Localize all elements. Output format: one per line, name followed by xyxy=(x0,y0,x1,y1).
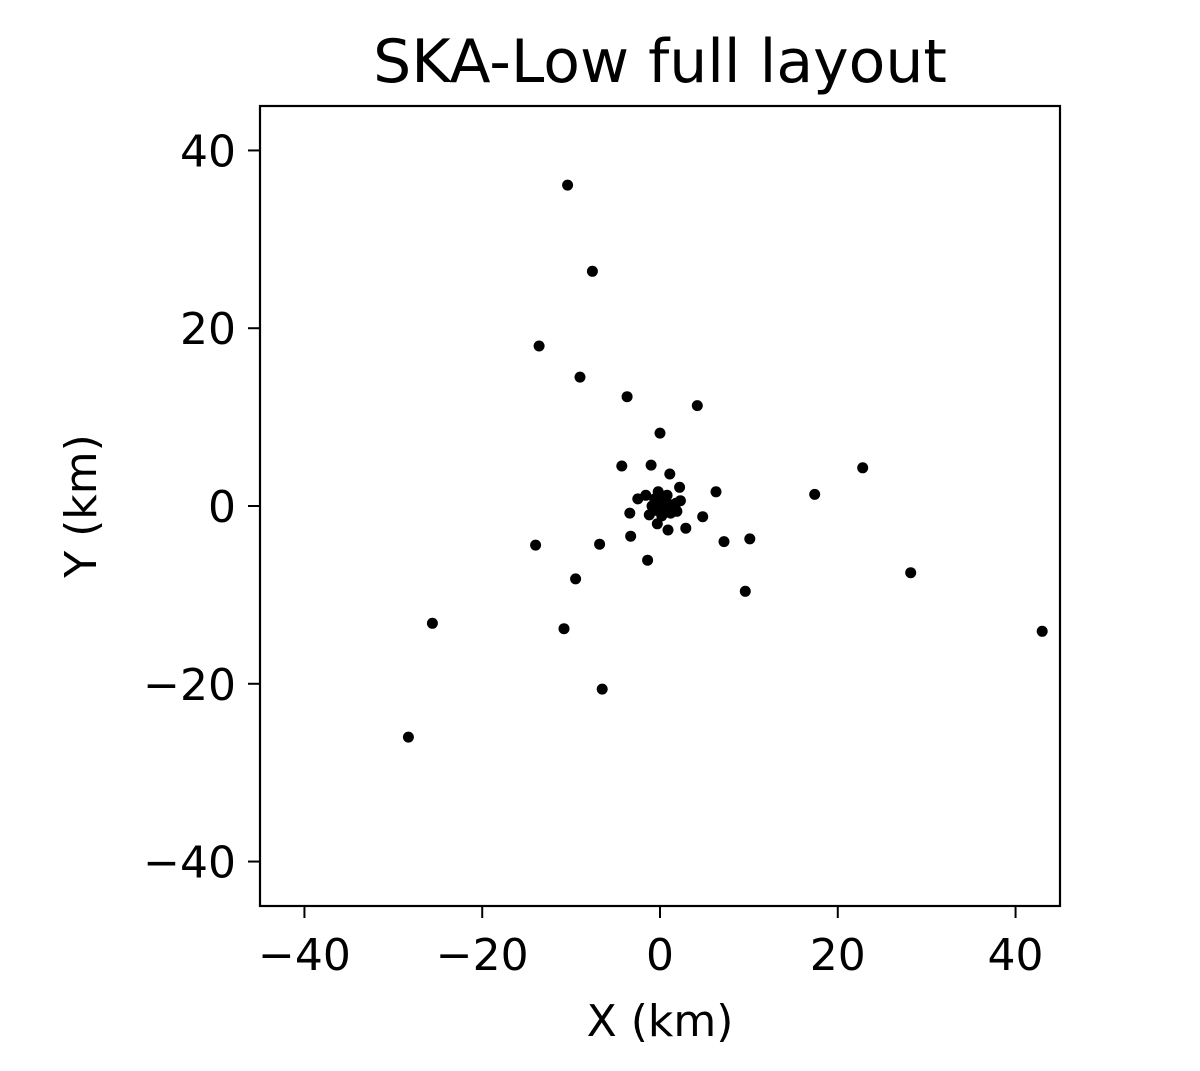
data-point xyxy=(640,489,652,501)
data-point xyxy=(643,509,655,521)
data-point xyxy=(645,459,657,471)
title-group: SKA-Low full layout xyxy=(373,27,947,97)
data-point xyxy=(674,481,686,493)
data-point xyxy=(680,522,692,534)
data-point xyxy=(857,462,869,474)
data-point xyxy=(533,340,545,352)
data-point xyxy=(426,617,438,629)
y-tick-label: −20 xyxy=(143,660,236,711)
data-point xyxy=(651,518,663,530)
data-point xyxy=(402,731,414,743)
data-point xyxy=(691,400,703,412)
data-point xyxy=(594,538,606,550)
data-point xyxy=(586,265,598,277)
data-point xyxy=(574,371,586,383)
data-point xyxy=(654,427,666,439)
x-tick-label: 40 xyxy=(988,930,1044,981)
x-axis: −40 −20 0 20 40 xyxy=(258,906,1044,981)
data-point xyxy=(674,495,686,507)
data-point xyxy=(596,683,608,695)
data-point xyxy=(905,567,917,579)
data-point xyxy=(558,623,570,635)
data-point xyxy=(642,554,654,566)
x-tick-label: 0 xyxy=(646,930,674,981)
data-point xyxy=(1036,625,1048,637)
data-point xyxy=(624,507,636,519)
x-tick-label: −40 xyxy=(258,930,351,981)
chart-title: SKA-Low full layout xyxy=(373,27,947,97)
data-point xyxy=(562,179,574,191)
data-point xyxy=(697,511,709,523)
data-point xyxy=(739,585,751,597)
x-tick-label: −20 xyxy=(436,930,529,981)
data-point xyxy=(744,533,756,545)
y-tick-label: 40 xyxy=(180,126,236,177)
data-point xyxy=(718,536,730,548)
y-tick-label: −40 xyxy=(143,838,236,889)
data-points xyxy=(402,179,1048,743)
x-axis-label: X (km) xyxy=(587,996,734,1047)
data-point xyxy=(664,468,676,480)
data-point xyxy=(671,505,683,517)
data-point xyxy=(662,524,674,536)
y-axis-label: Y (km) xyxy=(56,434,107,579)
data-point xyxy=(659,492,671,504)
data-point xyxy=(710,486,722,498)
y-tick-label: 0 xyxy=(208,482,236,533)
data-point xyxy=(653,502,665,514)
data-point xyxy=(809,488,821,500)
data-point xyxy=(621,391,633,403)
y-axis: −40 −20 0 20 40 xyxy=(143,126,260,889)
data-point xyxy=(616,460,628,472)
x-tick-label: 20 xyxy=(810,930,866,981)
data-point xyxy=(570,573,582,585)
data-point xyxy=(530,539,542,551)
data-point xyxy=(625,530,637,542)
y-tick-label: 20 xyxy=(180,304,236,355)
